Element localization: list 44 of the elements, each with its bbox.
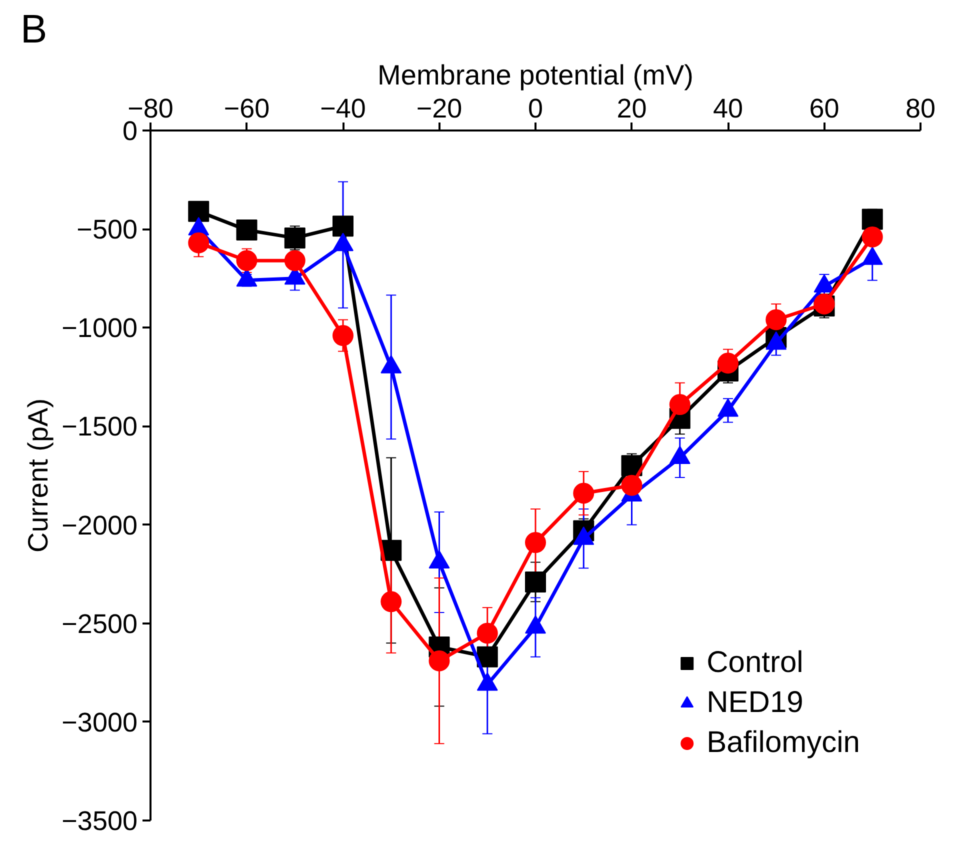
legend-label: NED19 — [706, 686, 804, 720]
y-axis-title: Current (pA) — [22, 398, 54, 553]
legend-label: Control — [706, 646, 804, 680]
x-tick-label: −60 — [224, 94, 270, 124]
x-tick-label: 0 — [528, 94, 544, 124]
point — [188, 200, 210, 222]
point — [621, 455, 642, 476]
point — [284, 227, 306, 248]
text: B — [20, 8, 48, 52]
y-tick-label: −2500 — [62, 608, 138, 639]
x-tick-label: 20 — [616, 94, 647, 124]
point — [476, 622, 498, 644]
x-tick-label: 80 — [905, 94, 936, 124]
x-axis-title: Membrane potential (mV) — [378, 60, 694, 90]
y-tick-label: −3000 — [62, 707, 138, 738]
y-tick-label: 0 — [122, 116, 138, 146]
x-tick-label: 40 — [712, 94, 744, 124]
y-tick-label: −500 — [76, 214, 138, 245]
y-tick-label: −3500 — [62, 806, 138, 836]
point — [862, 226, 883, 248]
point — [862, 208, 883, 230]
point — [718, 352, 738, 374]
point — [428, 650, 450, 672]
point — [766, 309, 787, 330]
point — [476, 646, 498, 668]
point — [573, 482, 594, 504]
y-tick-label: −1000 — [62, 313, 138, 344]
legend-label: Bafilomycin — [706, 726, 860, 760]
x-tick-label: 60 — [809, 94, 840, 124]
point — [332, 325, 354, 346]
y-tick-label: −1500 — [62, 412, 138, 442]
point — [669, 394, 690, 416]
x-tick-label: −20 — [416, 94, 462, 124]
point — [332, 216, 354, 237]
point — [380, 591, 402, 612]
point — [525, 571, 546, 592]
point — [236, 250, 258, 272]
point — [284, 250, 306, 272]
point — [188, 232, 210, 254]
point — [236, 220, 258, 241]
point — [621, 474, 642, 496]
y-tick-label: −2000 — [62, 510, 138, 540]
point — [525, 532, 546, 554]
x-tick-label: −40 — [320, 94, 366, 124]
